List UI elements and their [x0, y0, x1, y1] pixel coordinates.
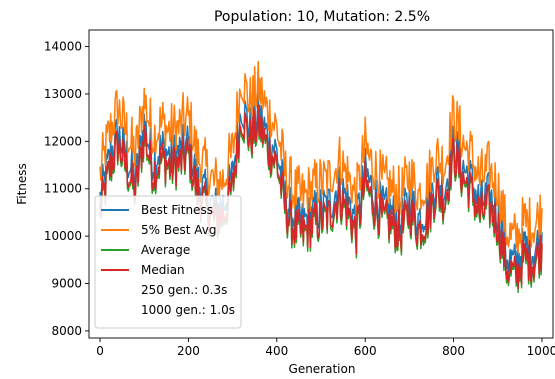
y-tick-label: 9000: [51, 277, 82, 291]
y-tick-label: 8000: [51, 324, 82, 338]
legend-label: 5% Best Avg: [141, 223, 216, 237]
y-axis: 8000 9000 10000 11000 12000 13000 14000: [44, 40, 89, 338]
y-tick-label: 10000: [44, 229, 82, 243]
series-line-5-best-avg: [99, 60, 543, 254]
y-tick-label: 13000: [44, 87, 82, 101]
x-tick-label: 0: [96, 344, 104, 358]
x-tick-label: 200: [177, 344, 200, 358]
x-axis-label: Generation: [289, 362, 356, 376]
x-tick-label: 400: [265, 344, 288, 358]
legend-box: [94, 195, 242, 329]
chart-title: Population: 10, Mutation: 2.5%: [214, 9, 430, 25]
x-tick-label: 600: [354, 344, 377, 358]
y-axis-label: Fitness: [15, 163, 29, 205]
y-tick-label: 11000: [44, 182, 82, 196]
x-tick-label: 1000: [527, 344, 555, 358]
series-layer: [99, 60, 543, 294]
legend-label: Median: [141, 263, 185, 277]
x-tick-label: 800: [442, 344, 465, 358]
legend-items: Best Fitness 5% Best Avg Average Median 250 …: [101, 203, 235, 317]
y-tick-label: 14000: [44, 40, 82, 54]
x-axis: 0 200 400 600 800 1000: [96, 338, 555, 358]
legend-note: 250 gen.: 0.3s: [141, 283, 227, 297]
legend: Best Fitness 5% Best Avg Average Median 250 …: [94, 195, 242, 329]
legend-note: 1000 gen.: 1.0s: [141, 303, 235, 317]
plot-area: [88, 29, 554, 339]
y-tick-label: 12000: [44, 134, 82, 148]
plot-frame: [88, 29, 554, 339]
legend-label: Average: [141, 243, 190, 257]
legend-label: Best Fitness: [141, 203, 213, 217]
series-line-median: [99, 104, 543, 290]
